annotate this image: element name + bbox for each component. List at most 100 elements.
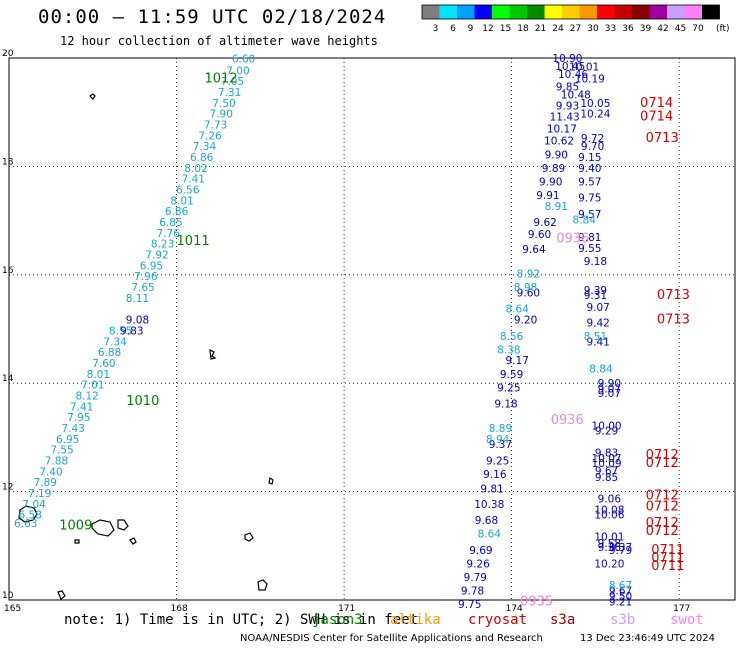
mission-altika: altika — [390, 612, 441, 628]
swh-value: 10.01 — [594, 531, 624, 543]
legend-label: 33 — [605, 24, 616, 34]
legend-label: 30 — [587, 24, 599, 34]
swh-value: 6.86 — [165, 206, 189, 218]
swh-value: 9.07 — [598, 383, 621, 395]
swh-value: 9.59 — [500, 369, 523, 381]
legend-label: 36 — [622, 24, 634, 34]
swh-value: 7.76 — [156, 228, 180, 240]
track-label: 1009 — [59, 519, 92, 534]
track-label: 0935 — [520, 594, 553, 609]
island-outline — [74, 539, 80, 544]
island-outline — [129, 537, 137, 545]
swh-value: 7.41 — [70, 401, 93, 413]
legend-swatch — [544, 5, 562, 19]
swh-value: 10.45 — [555, 61, 585, 73]
swh-value: 10.08 — [594, 504, 624, 516]
swh-value: 9.08 — [126, 315, 149, 327]
page-title: 00:00 — 11:59 UTC 02/18/2024 — [38, 6, 387, 28]
legend-label: 21 — [535, 24, 546, 34]
swh-value: 10.01 — [569, 61, 599, 73]
swh-value: 7.05 — [221, 76, 244, 88]
swh-value: 9.62 — [533, 217, 556, 229]
legend-label: 39 — [640, 24, 652, 34]
legend-label: 70 — [692, 24, 704, 34]
legend-swatch — [474, 5, 492, 19]
island-outline — [89, 93, 96, 100]
swh-value: 8.56 — [500, 331, 524, 343]
swh-value: 10.17 — [547, 123, 577, 135]
legend-unit: (ft) — [716, 24, 730, 34]
swh-value: 9.17 — [506, 355, 529, 367]
swh-value: 9.07 — [598, 388, 621, 400]
swh-value: 9.89 — [542, 163, 565, 175]
swh-value: 9.85 — [556, 82, 579, 94]
swh-value: 7.50 — [212, 98, 235, 110]
swh-value: 7.92 — [145, 250, 168, 262]
swh-value: 9.75 — [578, 193, 601, 205]
swh-value: 8.89 — [489, 423, 512, 435]
swh-value: 10.62 — [544, 136, 574, 148]
swh-value: 9.07 — [586, 302, 609, 314]
swh-value: 6.95 — [140, 260, 163, 272]
swh-value: 9.67 — [595, 465, 618, 477]
swh-value: 8.12 — [75, 390, 98, 402]
legend-swatch — [439, 5, 457, 19]
legend-label: 45 — [675, 24, 686, 34]
legend-swatch — [562, 5, 580, 19]
legend-swatch — [702, 5, 720, 19]
track-label: 1010 — [126, 394, 159, 409]
swh-value: 9.72 — [581, 133, 604, 145]
legend-label: 27 — [570, 24, 581, 34]
swh-value: 7.34 — [193, 141, 217, 153]
swh-value: 9.67 — [609, 586, 632, 598]
swh-value: 8.91 — [545, 201, 568, 213]
legend-swatch — [597, 5, 615, 19]
swh-value: 8.01 — [87, 369, 110, 381]
island-outline — [268, 477, 274, 485]
track-label: 0712 — [646, 500, 679, 515]
swh-value: 7.88 — [45, 456, 68, 468]
swh-value: 10.20 — [594, 558, 624, 570]
swh-value: 7.55 — [50, 445, 73, 457]
swh-value: 6.60 — [232, 53, 255, 65]
track-label: 0936 — [556, 231, 589, 246]
legend-label: 9 — [468, 24, 474, 34]
lon-tick-label: 177 — [673, 604, 690, 614]
track-label: 0711 — [651, 551, 684, 566]
swh-value: 9.15 — [578, 152, 601, 164]
swh-value: 7.96 — [134, 271, 158, 283]
swh-value: 9.18 — [584, 256, 607, 268]
swh-value: 9.57 — [578, 176, 601, 188]
legend-swatch — [579, 5, 597, 19]
legend-swatch — [684, 5, 702, 19]
swh-value: 10.19 — [575, 73, 605, 85]
swh-value: 8.67 — [609, 580, 632, 592]
swh-value: 8.11 — [126, 293, 149, 305]
swh-value: 7.40 — [39, 466, 62, 478]
track-label: 0713 — [657, 313, 690, 328]
credit-line: NOAA/NESDIS Center for Satellite Applica… — [240, 633, 543, 644]
swh-value: 9.06 — [598, 493, 622, 505]
swh-value: 9.42 — [586, 317, 609, 329]
swh-value: 7.19 — [28, 488, 51, 500]
swh-value: 9.58 — [598, 538, 621, 550]
swh-value: 8.92 — [517, 269, 540, 281]
legend-label: 24 — [552, 24, 564, 34]
legend-swatch — [457, 5, 475, 19]
swh-value: 9.37 — [489, 439, 512, 451]
swh-value: 10.00 — [592, 420, 622, 432]
swh-value: 9.93 — [556, 100, 579, 112]
swh-value: 11.43 — [550, 111, 580, 123]
swh-value: 9.90 — [598, 378, 621, 390]
swh-value: 6.58 — [19, 510, 42, 522]
mission-cryosat: cryosat — [468, 612, 528, 628]
swh-value: 6.88 — [98, 347, 121, 359]
swh-value: 9.37 — [609, 542, 632, 554]
swh-value: 9.25 — [497, 382, 520, 394]
lat-tick-label: 18 — [2, 157, 14, 167]
swh-value: 7.04 — [22, 499, 46, 511]
island-outline — [57, 590, 66, 600]
island-outline — [18, 505, 38, 523]
lat-tick-label: 12 — [2, 483, 13, 493]
swh-value: 7.01 — [81, 380, 104, 392]
